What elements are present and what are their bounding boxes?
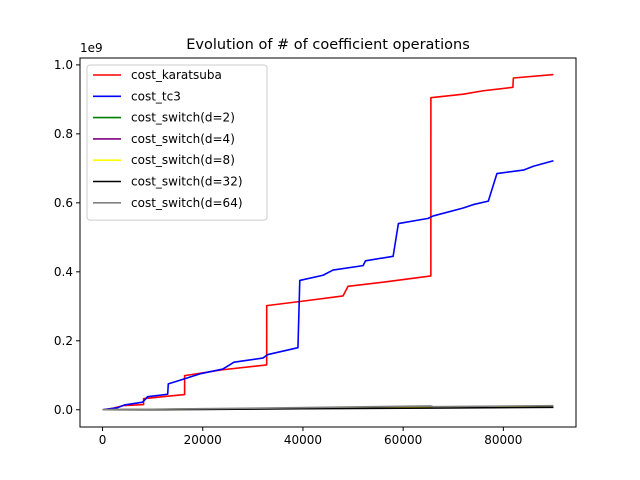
y-tick-label-1: 0.2 [54,334,73,348]
y-tick-label-5: 1.0 [54,58,73,72]
legend-box [86,64,268,221]
x-tick-label-3: 60000 [384,433,422,447]
y-tick-label-3: 0.6 [54,196,73,210]
y-tick-label-2: 0.4 [54,265,73,279]
y-tick-label-0: 0.0 [54,403,73,417]
legend-label-1: cost_tc3 [131,89,181,103]
x-tick-label-0: 0 [99,433,107,447]
chart-title: Evolution of # of coefficient operations [186,37,470,53]
y-tick-label-4: 0.8 [54,127,73,141]
series-line-1 [102,159,554,411]
legend-label-3: cost_switch(d=4) [131,132,235,146]
x-tick-label-4: 80000 [484,433,522,447]
legend-label-6: cost_switch(d=64) [131,196,243,210]
legend-label-2: cost_switch(d=2) [131,111,235,125]
legend: cost_karatsuba cost_tc3 cost_switch(d=2)co… [86,64,268,221]
legend-label-5: cost_switch(d=32) [131,175,243,189]
x-axis-ticks: 0 20000 40000 60000 80000 [99,427,522,447]
legend-label-0: cost_karatsuba [131,68,222,82]
series-line-6 [102,404,554,411]
x-tick-label-1: 20000 [184,433,222,447]
series-layer [102,73,554,411]
legend-label-4: cost_switch(d=8) [131,153,235,167]
y-axis-ticks: 0.0 0.2 0.4 0.6 0.8 1.0 [54,58,80,417]
y-axis-offset-label: 1e9 [80,41,103,55]
x-tick-label-2: 40000 [284,433,322,447]
plot-frame [79,57,577,428]
